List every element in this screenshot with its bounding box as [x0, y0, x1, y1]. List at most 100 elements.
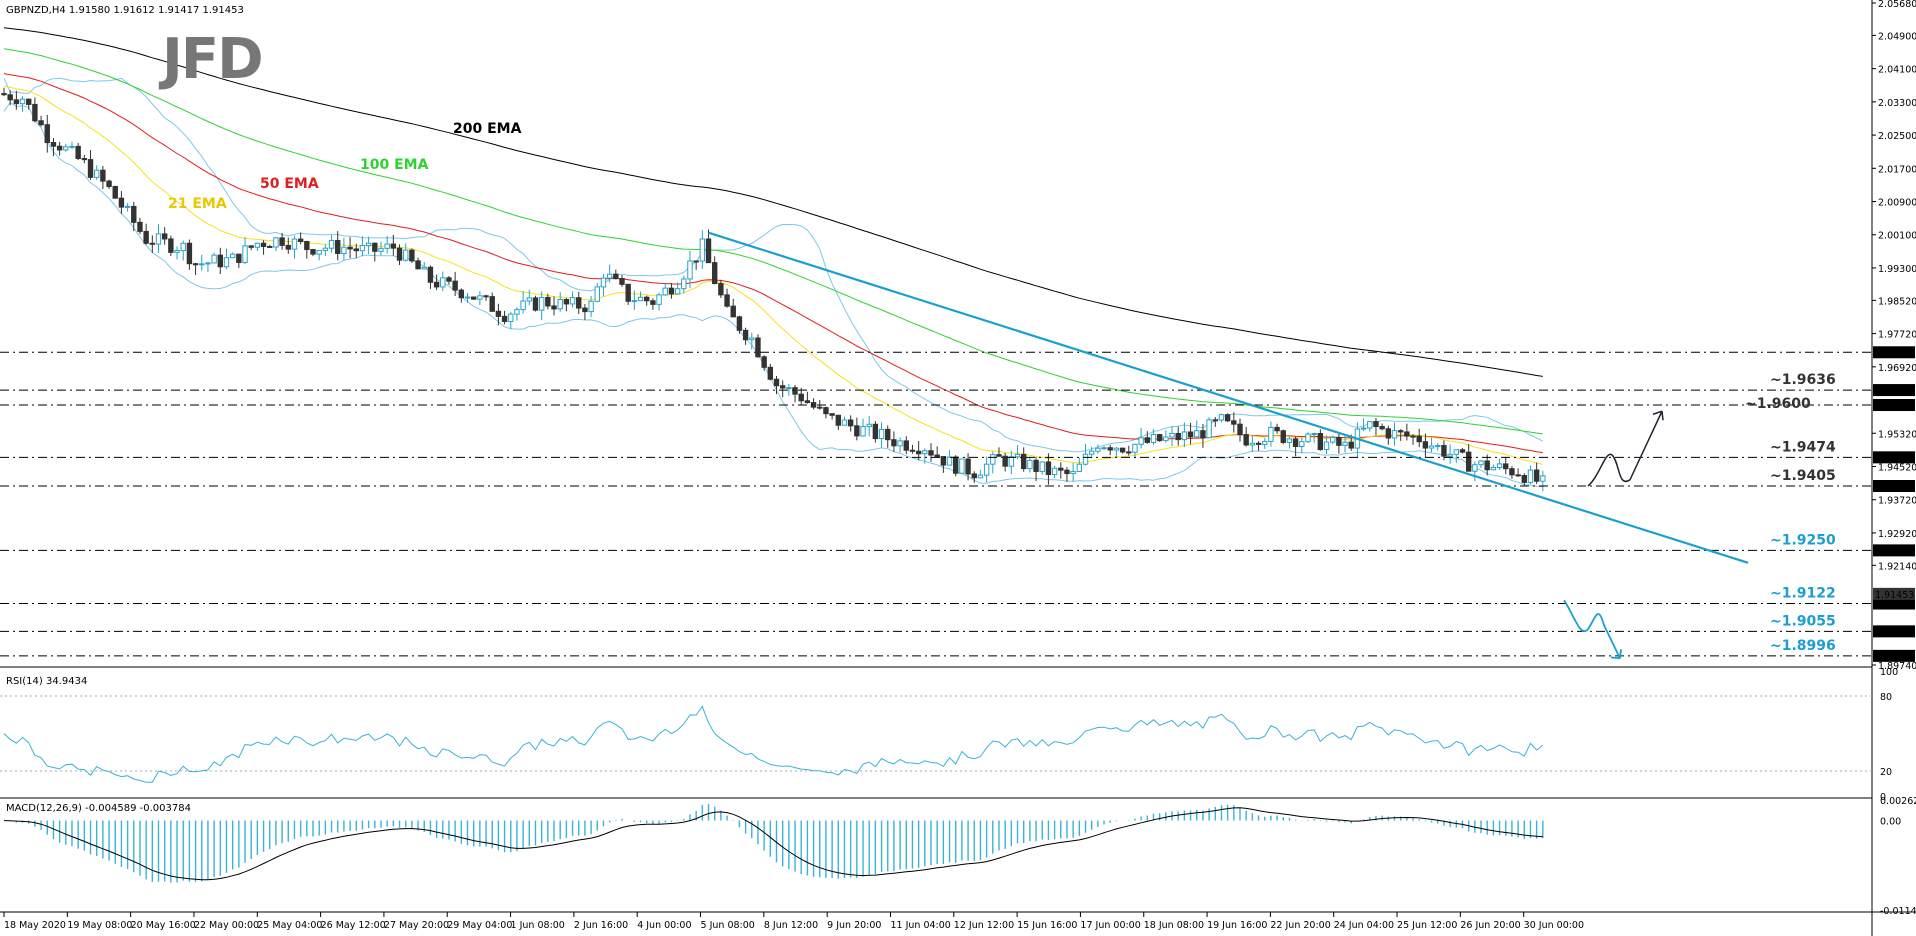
candle [1243, 434, 1249, 446]
candle [1027, 459, 1033, 470]
y-tick-label: 2.00900 [1878, 198, 1916, 209]
candle [878, 428, 885, 440]
candle [563, 298, 570, 305]
rsi-pane: 100 80 20 0 [0, 667, 1898, 803]
candle [359, 245, 366, 252]
candle [1336, 436, 1342, 446]
candle [569, 297, 576, 305]
y-tick-label: 1.89740 [1878, 661, 1916, 672]
candle [637, 296, 644, 302]
candle [1515, 474, 1521, 477]
candle [81, 158, 88, 161]
current-price-text: 1.91453 [1875, 590, 1914, 601]
candle [452, 280, 458, 291]
candle [872, 423, 879, 440]
level-label: ~1.8996 [1770, 638, 1836, 654]
candle [718, 283, 724, 296]
arrow-head-icon [1610, 649, 1622, 660]
candle [1206, 419, 1212, 439]
x-tick-label: 26 May 12:00 [321, 920, 386, 931]
candle [712, 262, 718, 285]
level-label: ~1.9474 [1770, 439, 1836, 455]
level-price-text: 1.91220 [1875, 600, 1914, 611]
macd-header: MACD(12,26,9) -0.004589 -0.003784 [6, 803, 191, 814]
level-price-tag [1873, 649, 1915, 662]
candle [514, 309, 520, 315]
candle [131, 205, 137, 223]
x-tick-label: 17 Jun 00:00 [1080, 920, 1140, 931]
x-tick-label: 15 Jun 16:00 [1017, 920, 1077, 931]
candle [1088, 450, 1095, 455]
candle [106, 180, 112, 188]
candle [409, 249, 415, 262]
candle [446, 277, 452, 282]
candle [922, 450, 928, 455]
candle [928, 450, 934, 456]
y-tick-label: 1.99300 [1878, 264, 1916, 275]
y-tick-label: 1.95320 [1878, 429, 1916, 440]
candle [483, 295, 489, 298]
level-label: ~1.9405 [1770, 468, 1836, 484]
candle [1330, 436, 1336, 443]
candle [736, 316, 743, 331]
candle [205, 262, 211, 265]
candle [1441, 445, 1447, 457]
candle [860, 426, 866, 437]
candle [44, 124, 50, 144]
candle [588, 300, 594, 313]
candle [118, 197, 125, 208]
candle [1342, 441, 1348, 446]
candle [1113, 447, 1120, 451]
candle [600, 277, 607, 288]
candle [681, 278, 687, 290]
level-price-tag [1873, 597, 1915, 610]
candle [1268, 426, 1274, 442]
candle [112, 186, 118, 199]
level-price-text: 1.90550 [1875, 627, 1914, 638]
x-tick-label: 22 May 00:00 [194, 920, 259, 931]
candle [440, 277, 446, 288]
candle [378, 247, 384, 252]
ema-100-line [3, 48, 1543, 435]
candle [953, 456, 959, 474]
y-tick-label: 2.01700 [1878, 164, 1916, 175]
candle [316, 249, 322, 255]
candle [1521, 475, 1527, 483]
candle [1070, 470, 1076, 475]
candle [891, 439, 897, 447]
candle [1, 93, 7, 96]
candle [1021, 453, 1027, 470]
candle [7, 94, 13, 101]
candle [909, 449, 916, 452]
candle [656, 294, 662, 305]
x-tick-label: 18 Jun 08:00 [1144, 920, 1204, 931]
candle [1095, 447, 1101, 452]
candle [161, 233, 168, 240]
candle [1064, 469, 1070, 475]
x-tick-label: 9 Jun 20:00 [827, 920, 881, 931]
candle [1311, 433, 1317, 436]
candle [1224, 414, 1231, 422]
candle [470, 296, 477, 300]
candle [687, 260, 693, 280]
candle [650, 300, 656, 305]
candle [1255, 442, 1262, 445]
candle [520, 300, 526, 311]
level-price-tag [1873, 625, 1915, 638]
candle [724, 294, 730, 307]
candle [477, 295, 483, 300]
candle [1014, 453, 1021, 458]
macd-tick-label: -0.011424 [1880, 906, 1916, 917]
candle [1416, 435, 1422, 443]
candle [835, 414, 841, 426]
candle [1453, 449, 1459, 455]
candle [304, 241, 310, 251]
y-tick-label: 2.04900 [1878, 31, 1916, 42]
level-price-tag [1873, 480, 1915, 493]
candle [1503, 463, 1509, 470]
ema-21-line [3, 85, 1543, 465]
candle [267, 245, 273, 248]
candle [1385, 428, 1392, 439]
x-tick-label: 25 May 04:00 [257, 920, 322, 931]
